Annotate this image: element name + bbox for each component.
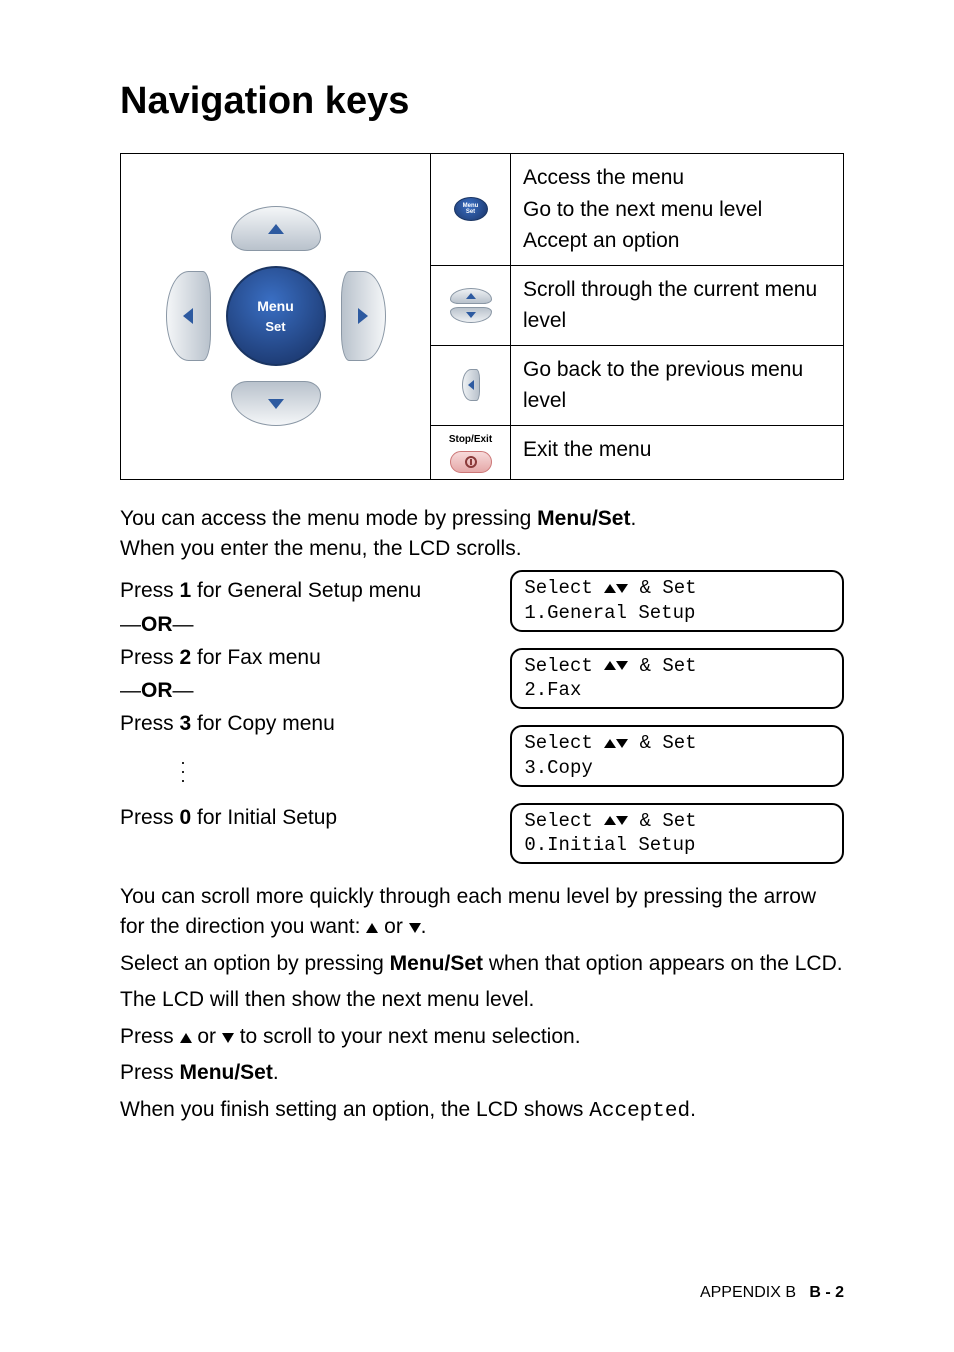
opt-0: Press 0 for Initial Setup [120, 803, 470, 833]
intro-post: . [630, 507, 636, 530]
up-triangle-icon [604, 584, 616, 593]
intro-pre: You can access the menu mode by pressing [120, 507, 537, 530]
menu-set-label-1: Menu [257, 296, 294, 317]
stopexit-label: Stop/Exit [435, 432, 506, 447]
after-p4: Press or to scroll to your next menu sel… [120, 1022, 844, 1052]
navigation-keys-table: Menu Set Menu Set Access the menu Go to … [120, 153, 844, 480]
stop-exit-icon [450, 451, 492, 473]
scroll-desc: Scroll through the current menu level [511, 265, 844, 345]
opt-2: Press 2 for Fax menu [120, 643, 470, 673]
intro-bold: Menu/Set [537, 507, 630, 530]
options-left: Press 1 for General Setup menu —OR— Pres… [120, 570, 470, 839]
up-arrow-icon [450, 288, 492, 304]
navpad-illustration: Menu Set [166, 206, 386, 426]
after-p3: The LCD will then show the next menu lev… [120, 985, 844, 1015]
up-triangle-icon [366, 923, 378, 933]
page-title: Navigation keys [120, 80, 844, 123]
footer-page: B - 2 [809, 1284, 844, 1301]
right-arrow-button [341, 271, 386, 361]
mini-menu-l2: Set [466, 209, 475, 215]
desc-line-2: Go to the next menu level [523, 198, 762, 221]
left-arrow-button [166, 271, 211, 361]
after-p5: Press Menu/Set. [120, 1058, 844, 1088]
options-row: Press 1 for General Setup menu —OR— Pres… [120, 570, 844, 864]
stopexit-icon-cell: Stop/Exit [431, 425, 511, 479]
down-triangle-icon [222, 1033, 234, 1043]
down-arrow-button [231, 381, 321, 426]
after-p1: You can scroll more quickly through each… [120, 882, 844, 943]
after-p2: Select an option by pressing Menu/Set wh… [120, 949, 844, 979]
up-triangle-icon [604, 816, 616, 825]
lcd-column: Select & Set 1.General Setup Select & Se… [510, 570, 844, 864]
or-2: —OR— [120, 679, 470, 703]
up-triangle-icon [180, 1033, 192, 1043]
menu-set-button: Menu Set [226, 266, 326, 366]
opt-1: Press 1 for General Setup menu [120, 576, 470, 606]
footer-appendix: APPENDIX B [700, 1284, 796, 1301]
lcd-box-3: Select & Set 3.Copy [510, 725, 844, 786]
vertical-dots: ··· [120, 758, 470, 785]
page-footer: APPENDIX B B - 2 [700, 1284, 844, 1302]
menu-set-label-2: Set [265, 317, 285, 337]
intro-line2: When you enter the menu, the LCD scrolls… [120, 537, 522, 560]
desc-line-3: Accept an option [523, 229, 679, 252]
navpad-cell: Menu Set [121, 154, 431, 480]
after-p6: When you finish setting an option, the L… [120, 1095, 844, 1127]
up-triangle-icon [604, 739, 616, 748]
desc-line-1: Access the menu [523, 166, 684, 189]
down-triangle-icon [616, 584, 628, 593]
or-1: —OR— [120, 613, 470, 637]
lcd-box-4: Select & Set 0.Initial Setup [510, 803, 844, 864]
lcd-box-2: Select & Set 2.Fax [510, 648, 844, 709]
back-desc: Go back to the previous menu level [511, 345, 844, 425]
down-triangle-icon [616, 816, 628, 825]
down-triangle-icon [409, 923, 421, 933]
up-arrow-button [231, 206, 321, 251]
lcd-box-1: Select & Set 1.General Setup [510, 570, 844, 631]
down-triangle-icon [616, 739, 628, 748]
opt-3: Press 3 for Copy menu [120, 709, 470, 739]
down-triangle-icon [616, 661, 628, 670]
exit-desc: Exit the menu [511, 425, 844, 479]
updown-icon-cell [431, 265, 511, 345]
menu-set-icon: Menu Set [454, 197, 488, 221]
left-icon-cell [431, 345, 511, 425]
left-arrow-icon [462, 369, 480, 401]
menu-set-desc: Access the menu Go to the next menu leve… [511, 154, 844, 266]
up-triangle-icon [604, 661, 616, 670]
down-arrow-icon [450, 307, 492, 323]
intro-para: You can access the menu mode by pressing… [120, 504, 844, 565]
menu-set-icon-cell: Menu Set [431, 154, 511, 266]
